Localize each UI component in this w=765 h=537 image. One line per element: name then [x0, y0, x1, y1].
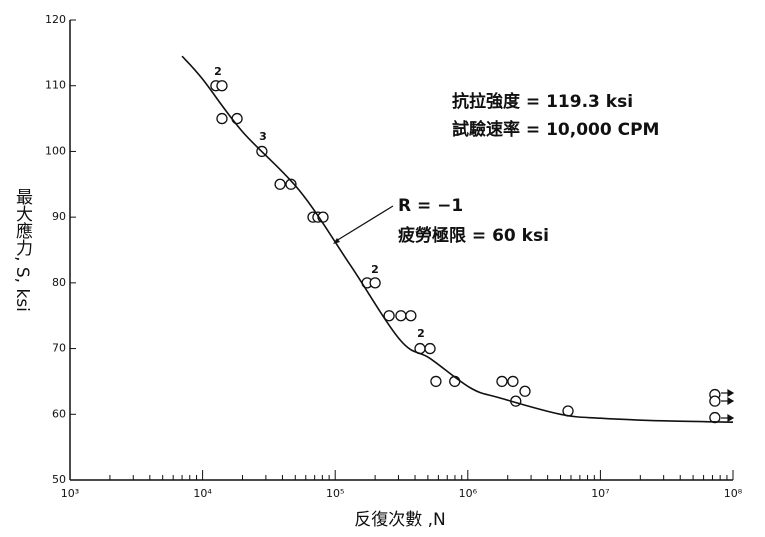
data-point: [709, 395, 721, 407]
x-tick-label: 10⁸: [724, 487, 743, 500]
leader-line: [335, 205, 394, 242]
y-tick-label: 70: [52, 342, 66, 355]
point-count-label: 2: [371, 263, 379, 276]
y-tick-label: 100: [45, 144, 66, 157]
x-axis-label: 反復次數 ,N: [354, 510, 446, 530]
point-count-label: 2: [214, 65, 222, 78]
data-point: [507, 375, 519, 388]
x-tick-label: 10³: [61, 487, 79, 500]
data-point: [383, 310, 395, 322]
y-tick-label: 110: [45, 79, 66, 92]
annotation: 疲勞極限 = 60 ksi: [398, 225, 549, 246]
data-point: [395, 310, 407, 322]
data-point: [274, 178, 286, 190]
data-point: [285, 178, 297, 190]
x-tick-label: 10⁵: [326, 487, 344, 500]
fit-curve: [181, 55, 734, 423]
data-point: [496, 375, 508, 388]
y-tick-label: 120: [45, 13, 66, 26]
x-tick-label: 10⁴: [193, 487, 212, 500]
annotation: 試驗速率 = 10,000 CPM: [452, 119, 659, 140]
data-point: [519, 385, 531, 397]
y-tick-label: 80: [52, 276, 66, 289]
data-point: [430, 375, 442, 388]
runout-arrows: [721, 388, 735, 423]
x-tick-label: 10⁶: [459, 487, 478, 500]
data-point: [405, 310, 417, 322]
data-point: [216, 112, 228, 125]
y-axis-label: 最大應力, S, ksi: [12, 188, 33, 312]
y-tick-label: 50: [52, 473, 66, 486]
x-tick-label: 10⁷: [591, 487, 609, 500]
annotation: 抗拉強度 = 119.3 ksi: [452, 91, 633, 112]
annotation: R = −1: [398, 196, 463, 216]
y-tick-label: 60: [52, 407, 66, 420]
point-count-label: 3: [259, 130, 267, 143]
data-point: [424, 342, 436, 355]
data-point: [216, 80, 228, 92]
y-tick-label: 90: [52, 210, 66, 223]
point-count-label: 2: [417, 327, 425, 340]
data-point: [369, 277, 381, 289]
